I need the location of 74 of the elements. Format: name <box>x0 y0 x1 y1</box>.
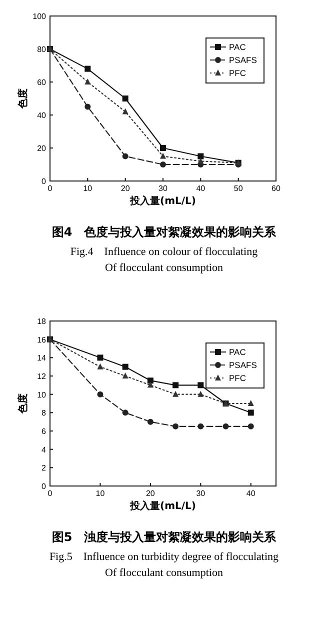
point <box>198 382 204 388</box>
x-axis-title: 投入量(mL/L) <box>129 195 196 207</box>
x-tick-label: 60 <box>272 184 281 193</box>
point <box>160 145 166 151</box>
y-axis-title: 色度 <box>17 88 29 110</box>
legend-label: PSAFS <box>229 360 258 370</box>
point <box>248 400 254 406</box>
point <box>160 162 166 168</box>
x-tick-label: 20 <box>146 489 156 498</box>
y-tick-label: 80 <box>37 45 47 54</box>
text: Fig.4 Influence on colour of flocculating <box>70 246 258 258</box>
text: 图5 浊度与投入量对絮凝效果的影响关系 <box>52 530 278 544</box>
text: Of flocculant consumption <box>105 567 224 579</box>
point <box>84 104 91 110</box>
point <box>122 372 128 378</box>
legend-label: PAC <box>229 347 246 357</box>
point <box>97 391 104 398</box>
x-tick-label: 0 <box>48 489 53 498</box>
legend-label: PSAFS <box>229 55 258 65</box>
point <box>198 390 204 397</box>
point <box>198 153 204 160</box>
point <box>122 410 128 416</box>
text: Fig.5 Influence on turbidity degree of flocculating <box>49 551 280 563</box>
y-tick-label: 40 <box>37 111 47 120</box>
legend-label: PFC <box>229 68 246 78</box>
point <box>84 66 91 72</box>
point <box>222 423 229 430</box>
y-tick-label: 8 <box>42 408 47 418</box>
y-tick-label: 16 <box>37 335 47 344</box>
y-tick-label: 60 <box>37 78 47 87</box>
point <box>122 108 128 114</box>
y-tick-label: 12 <box>37 372 47 381</box>
x-tick-label: 40 <box>246 489 256 498</box>
y-tick-label: 10 <box>37 390 47 400</box>
point <box>160 152 166 159</box>
y-tick-label: 0 <box>42 177 47 186</box>
point <box>172 423 179 430</box>
y-axis-title: 色度 <box>17 394 29 414</box>
point <box>198 158 204 164</box>
y-tick-label: 2 <box>42 464 47 473</box>
x-tick-label: 30 <box>196 489 206 498</box>
x-tick-label: 50 <box>234 184 244 193</box>
point <box>97 363 104 370</box>
point <box>122 364 128 370</box>
point <box>97 354 104 361</box>
point <box>198 423 204 430</box>
point <box>172 382 179 388</box>
point <box>248 423 254 430</box>
x-tick-label: 40 <box>196 184 206 193</box>
text: Of flocculant consumption <box>105 262 224 274</box>
y-tick-label: 20 <box>37 144 47 153</box>
y-tick-label: 18 <box>37 317 47 326</box>
x-tick-label: 10 <box>96 489 106 498</box>
x-tick-label: 20 <box>120 184 130 193</box>
x-tick-label: 10 <box>83 184 93 193</box>
y-tick-label: 100 <box>32 12 47 21</box>
y-tick-label: 0 <box>42 482 47 491</box>
point <box>147 378 154 384</box>
x-tick-label: 30 <box>158 184 168 193</box>
point <box>122 153 128 160</box>
x-tick-label: 0 <box>48 184 53 193</box>
point <box>84 78 91 84</box>
point <box>147 418 154 425</box>
y-tick-label: 4 <box>42 445 47 454</box>
text: 图4 色度与投入量对絮凝效果的影响关系 <box>52 225 278 239</box>
point <box>248 410 254 416</box>
point <box>147 382 154 388</box>
y-tick-label: 6 <box>42 427 47 436</box>
point <box>122 96 128 102</box>
point <box>172 390 179 397</box>
legend-label: PAC <box>229 42 246 52</box>
legend-label: PFC <box>229 373 246 383</box>
y-tick-label: 14 <box>37 354 47 363</box>
x-axis-title: 投入量(mL/L) <box>129 500 196 512</box>
